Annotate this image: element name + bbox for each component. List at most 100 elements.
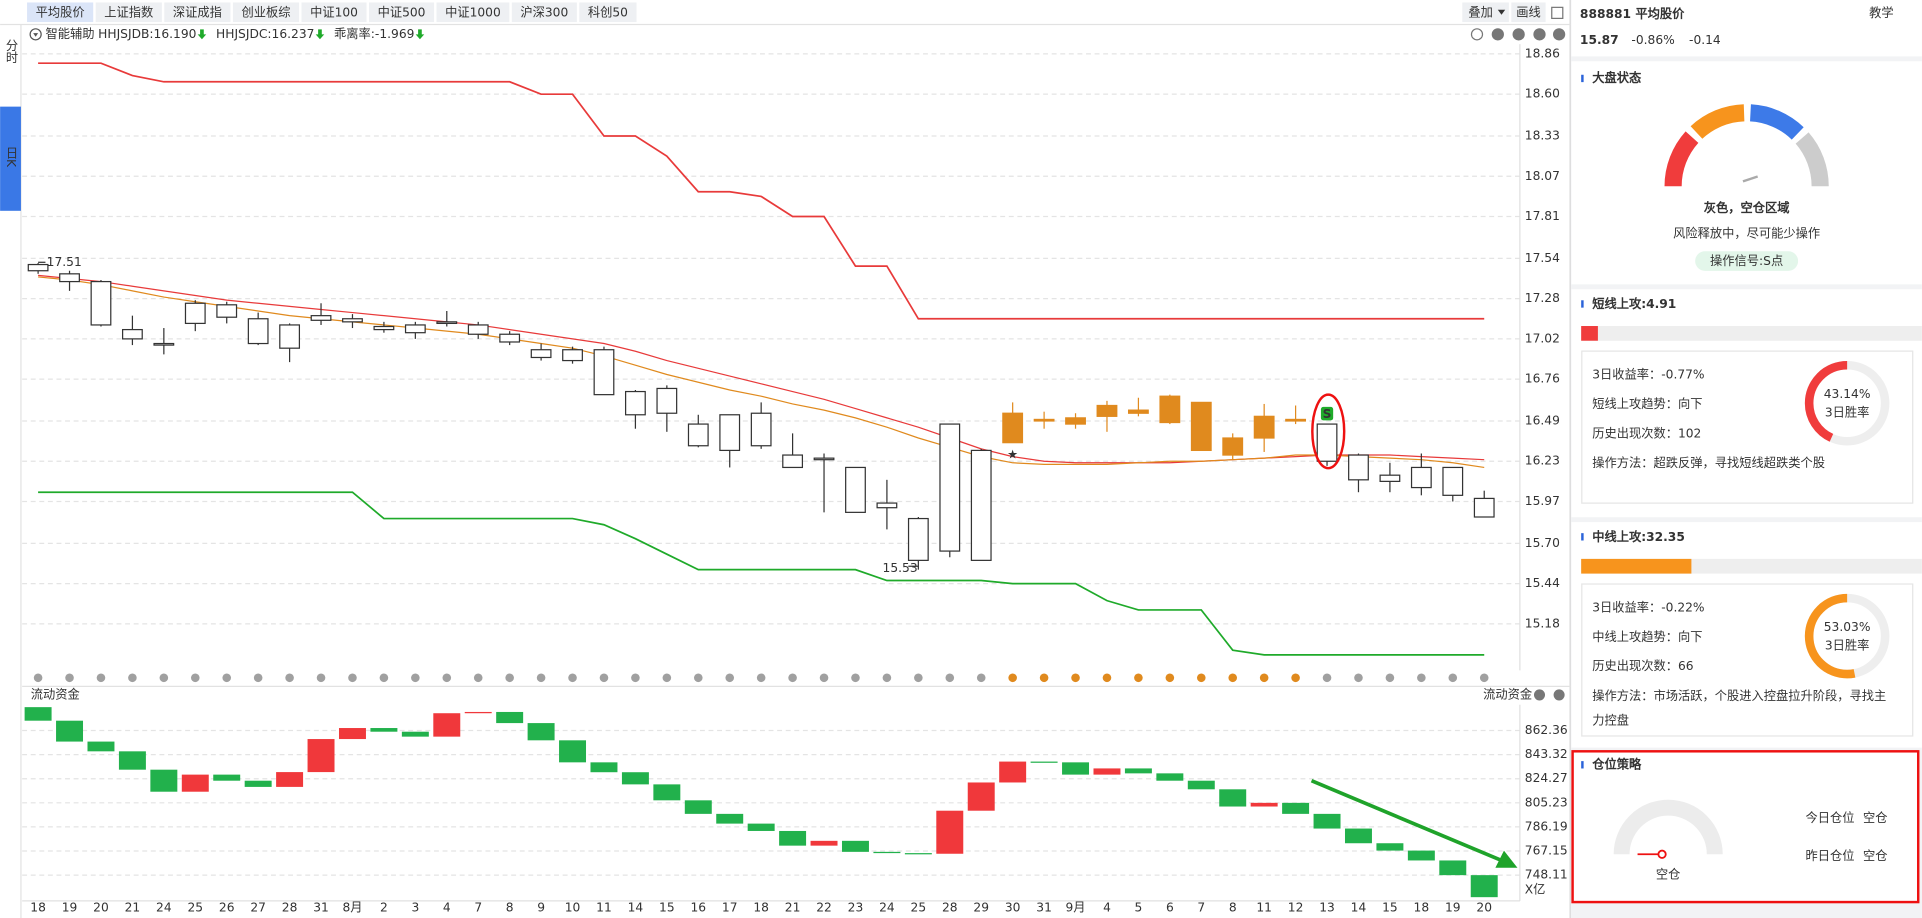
candle-body (153, 342, 175, 346)
signal-dot (1071, 673, 1080, 683)
candle-body (1253, 415, 1275, 439)
flow-bar (1156, 773, 1184, 781)
tab-bg[interactable] (369, 2, 435, 23)
candle-body (342, 318, 363, 323)
tab[interactable]: 沪深300 (520, 5, 568, 19)
market-status: 灰色，空仓区域 (1704, 200, 1790, 215)
candle-body (1285, 418, 1307, 422)
header-card (1571, 0, 1922, 57)
candle-body (373, 325, 395, 331)
card-title-score: 4.91 (1646, 296, 1676, 310)
trend-arrow-head (1495, 850, 1518, 868)
tab-bg[interactable] (95, 2, 162, 23)
draw-btn[interactable]: 画线 (1516, 5, 1541, 19)
chart-tool-icon[interactable] (1470, 28, 1484, 41)
y-tick-label: 862.36 (1525, 723, 1568, 737)
candle-body (216, 304, 238, 318)
signal-dot (1102, 673, 1112, 683)
x-tick-label: 5 (1135, 901, 1143, 915)
candle-body (90, 280, 112, 326)
detail-row: 历史出现次数：102 (1592, 425, 1701, 440)
overlay-btn[interactable]: 叠加 (1468, 5, 1492, 19)
flow-bar (87, 741, 115, 752)
signal-dot (65, 673, 74, 683)
tab[interactable]: 深证成指 (173, 4, 222, 19)
chart-tool-icon[interactable] (1533, 28, 1546, 41)
signal-dot (33, 673, 43, 683)
yesterday-value: 空仓 (1863, 849, 1888, 863)
signal-highlight (1311, 393, 1346, 470)
x-tick-label: 2 (380, 901, 388, 915)
candle-body (499, 333, 521, 343)
side-tab[interactable]: 分时 (4, 39, 18, 64)
detail-row: 3日收益率：-0.77% (1592, 367, 1704, 382)
side-tab-active-bg[interactable] (0, 106, 21, 211)
flow-tool-icon[interactable] (1553, 689, 1565, 701)
tab[interactable]: 创业板综 (241, 5, 290, 19)
flow-bar (1219, 789, 1247, 807)
candle-body (1222, 437, 1244, 456)
tab-bg[interactable] (301, 2, 367, 23)
y-tick-label: 843.32 (1525, 747, 1568, 761)
tab[interactable]: 平均股价 (36, 5, 85, 19)
assist-icon[interactable] (29, 28, 42, 41)
candle-body (1002, 412, 1024, 444)
chart-tool-icon[interactable] (1552, 28, 1566, 41)
tab-bg[interactable] (164, 2, 231, 23)
signal-dot (851, 673, 860, 683)
tab-bg[interactable] (232, 2, 300, 23)
signal-dot (1008, 673, 1017, 683)
card-title: 中线上攻:32.35 (1592, 528, 1685, 543)
signal-dot (159, 673, 169, 683)
flow-bar (338, 728, 366, 740)
signal-dot (976, 673, 986, 683)
signal-flag (1320, 406, 1334, 421)
tutorial-link[interactable]: 教学 (1869, 5, 1894, 20)
chart-tool-icon[interactable] (1512, 28, 1525, 41)
tab[interactable]: 中证500 (378, 4, 426, 19)
y-tick-label: 16.49 (1525, 413, 1560, 427)
tab-bg[interactable] (27, 2, 94, 23)
signal-dot (1479, 673, 1489, 683)
x-tick-label: 4 (1103, 901, 1111, 915)
signal-star: ★ (1007, 447, 1018, 461)
x-tick-label: 7 (1197, 901, 1205, 915)
y-tick-label: 18.60 (1525, 87, 1560, 101)
signal-pill (1695, 251, 1799, 271)
signal-dot (536, 673, 546, 683)
candle-body (530, 349, 552, 359)
overlay-btn-bg[interactable] (1462, 2, 1509, 23)
tab[interactable]: 科创50 (588, 5, 628, 19)
flow-bar (1062, 762, 1090, 775)
tab-bg[interactable] (511, 2, 577, 23)
x-tick-label: 9 (537, 901, 545, 915)
draw-btn-bg[interactable] (1511, 2, 1546, 23)
chart-tool-icon[interactable] (1491, 28, 1504, 41)
assist-caret (33, 33, 39, 37)
tab[interactable]: 中证100 (310, 4, 358, 19)
code-name: 888881 平均股价 (1580, 6, 1685, 21)
y-tick-label: 16.76 (1525, 372, 1560, 386)
win-rate-caption: 3日胜率 (1825, 637, 1870, 652)
tab-bg[interactable] (579, 2, 637, 23)
tab[interactable]: 上证指数 (104, 4, 153, 19)
flow-bar (464, 711, 492, 714)
layout-icon[interactable] (1551, 6, 1564, 19)
flow-bar (307, 739, 335, 773)
tab[interactable]: 中证1000 (445, 4, 501, 19)
overlay-caret (1497, 9, 1506, 15)
tab-bg[interactable] (436, 2, 510, 23)
title-marker (1581, 533, 1584, 541)
signal-dot (1322, 673, 1332, 683)
indicator-value: HHJSJDB:16.190 (98, 27, 196, 41)
side-tab[interactable]: 日K (4, 147, 18, 168)
candle-body (1473, 497, 1495, 518)
y-tick-label: 805.23 (1525, 795, 1568, 809)
y-tick-label: 15.70 (1525, 536, 1560, 550)
flow-bar (873, 851, 901, 854)
flow-bar (747, 823, 775, 831)
x-tick-label: 20 (1476, 901, 1492, 915)
flow-tool-icon[interactable] (1533, 689, 1546, 701)
detail-row: 操作方法：市场活跃，个股进入控盘拉升阶段，寻找主力控盘 (1592, 688, 1886, 728)
signal-dot (411, 673, 420, 683)
